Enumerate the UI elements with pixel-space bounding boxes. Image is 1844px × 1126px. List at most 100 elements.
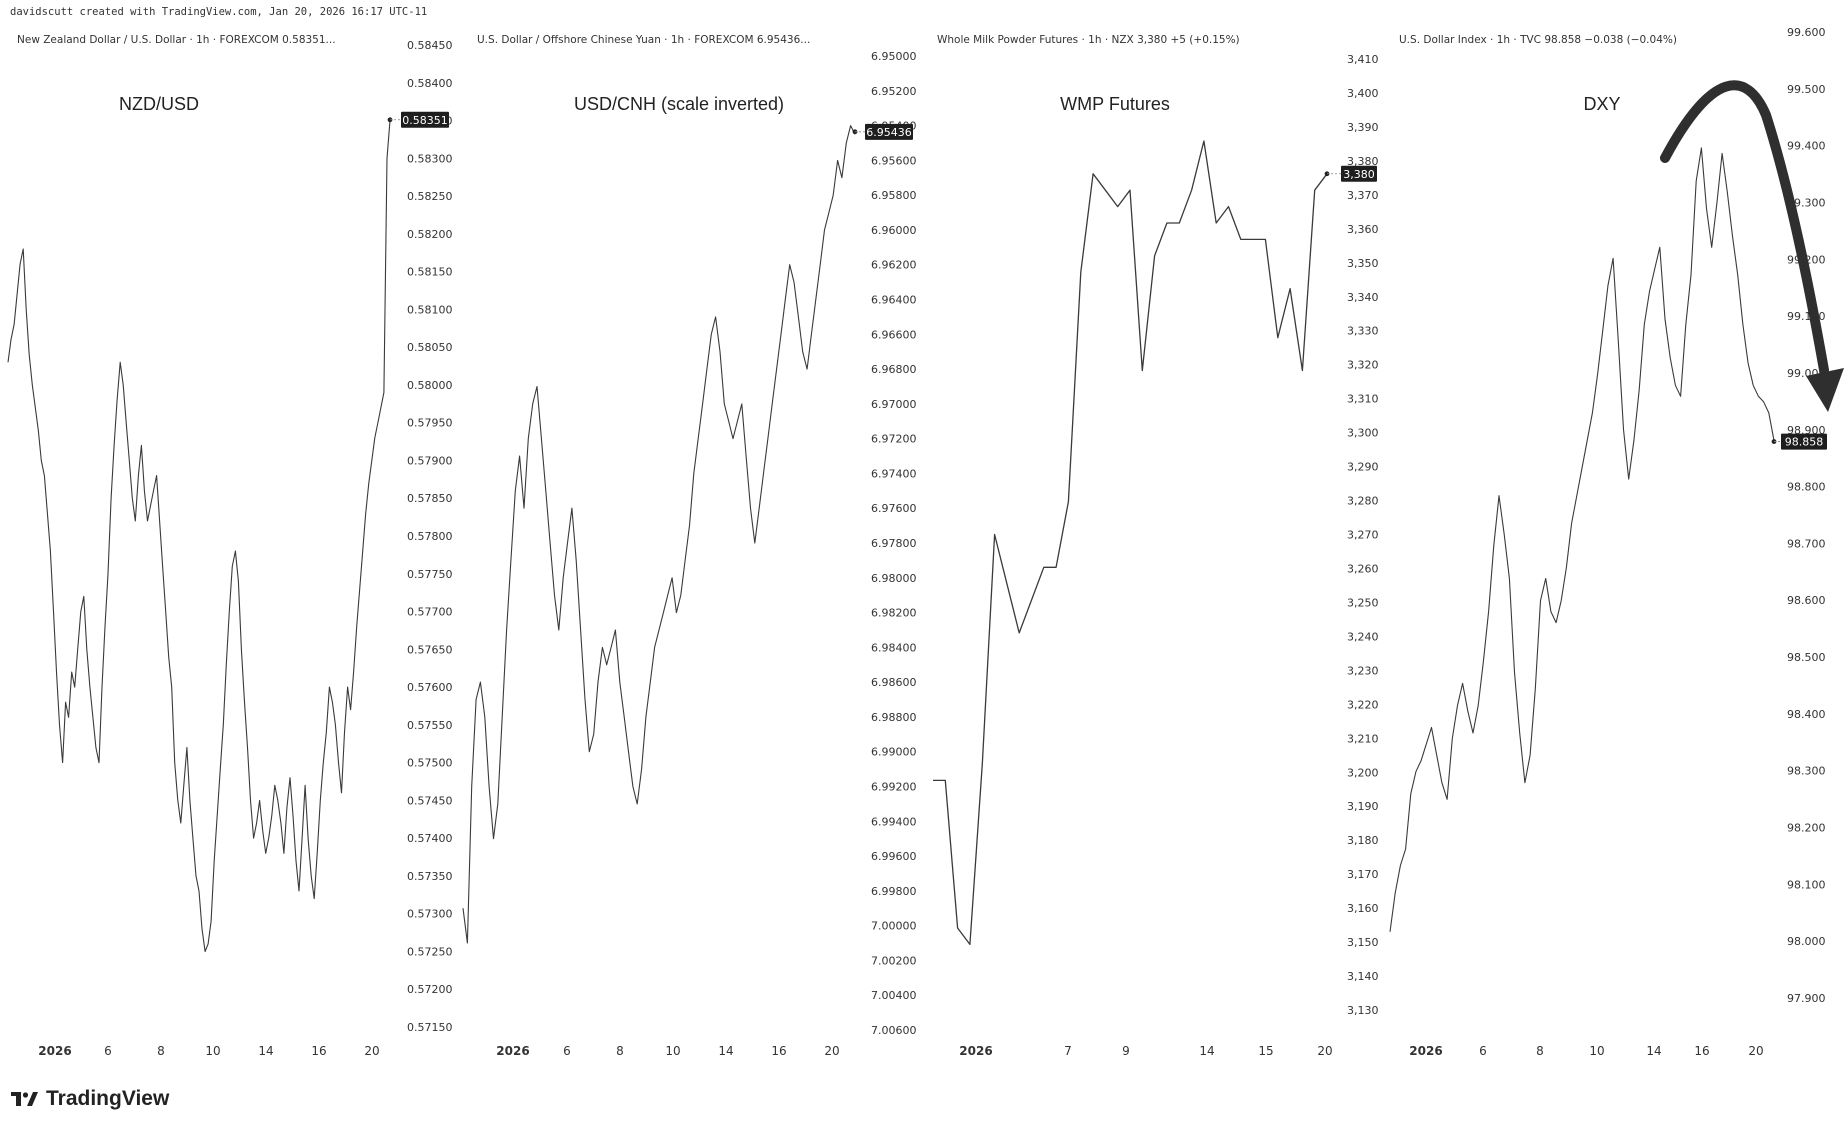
y-tick-label: 6.95000	[871, 50, 917, 63]
x-tick-label: 10	[1589, 1044, 1604, 1058]
y-tick-label: 6.97400	[871, 467, 917, 480]
y-tick-label: 99.500	[1787, 83, 1826, 96]
y-tick-label: 6.97000	[871, 398, 917, 411]
last-price-label: 98.858	[1785, 436, 1824, 449]
legend-wmp: Whole Milk Powder Futures · 1h · NZX 3,3…	[937, 34, 1240, 46]
y-tick-label: 3,210	[1347, 732, 1379, 745]
x-tick-label: 10	[205, 1044, 220, 1058]
y-tick-label: 0.57850	[407, 492, 453, 505]
x-tick-label: 10	[665, 1044, 680, 1058]
y-tick-label: 98.600	[1787, 594, 1826, 607]
x-tick-label: 2026	[1409, 1044, 1442, 1058]
chart-panel-wmp[interactable]: Whole Milk Powder Futures · 1h · NZX 3,3…	[920, 0, 1382, 1080]
x-tick-label: 8	[157, 1044, 165, 1058]
y-tick-label: 3,240	[1347, 630, 1379, 643]
y-tick-label: 0.57600	[407, 681, 453, 694]
y-tick-label: 0.57400	[407, 832, 453, 845]
y-tick-label: 3,230	[1347, 664, 1379, 677]
chart-dxy[interactable]: 99.60099.50099.40099.30099.20099.10099.0…	[1382, 0, 1844, 1080]
x-tick-label: 16	[311, 1044, 326, 1058]
y-tick-label: 3,400	[1347, 87, 1379, 100]
title-wmp: WMP Futures	[1060, 94, 1170, 114]
last-price-label: 0.58351	[402, 114, 448, 127]
y-tick-label: 3,300	[1347, 427, 1379, 440]
y-tick-label: 3,320	[1347, 359, 1379, 372]
y-tick-label: 3,180	[1347, 834, 1379, 847]
x-tick-label: 8	[1536, 1044, 1544, 1058]
y-tick-label: 6.99600	[871, 850, 917, 863]
y-tick-label: 0.57800	[407, 530, 453, 543]
y-tick-label: 0.58100	[407, 303, 453, 316]
x-tick-label: 6	[104, 1044, 112, 1058]
title-nzdusd: NZD/USD	[119, 94, 199, 114]
y-tick-label: 0.58200	[407, 228, 453, 241]
chart-panel-usdcnh[interactable]: U.S. Dollar / Offshore Chinese Yuan · 1h…	[460, 0, 920, 1080]
x-tick-label: 8	[616, 1044, 624, 1058]
chart-wmp[interactable]: 3,410 3,400 3,390 3,380 3,370 3,360 3,350 3,340…	[920, 0, 1382, 1080]
y-tick-label: 0.57700	[407, 606, 453, 619]
y-tick-label: 0.57150	[407, 1021, 453, 1034]
series-line	[933, 140, 1328, 946]
last-price-badge	[865, 123, 913, 140]
y-tick-label: 98.500	[1787, 651, 1826, 664]
legend-usdcnh: U.S. Dollar / Offshore Chinese Yuan · 1h…	[477, 34, 811, 46]
y-tick-label: 7.00000	[871, 920, 917, 933]
y-tick-label: 6.98800	[871, 711, 917, 724]
x-tick-label: 20	[364, 1044, 379, 1058]
y-tick-label: 6.99000	[871, 746, 917, 759]
series-line	[1389, 147, 1775, 932]
x-tick-label: 20	[824, 1044, 839, 1058]
y-tick-label: 0.57350	[407, 870, 453, 883]
curved-down-arrow	[1660, 80, 1829, 375]
legend-nzdusd: New Zealand Dollar / U.S. Dollar · 1h · …	[17, 34, 336, 46]
y-tick-label: 99.600	[1787, 26, 1826, 39]
series-line	[7, 120, 391, 953]
chart-nzdusd[interactable]: 0.584500.584000.583500.583000.582500.582…	[0, 0, 460, 1080]
arrow-head-icon	[1806, 368, 1844, 412]
y-tick-label: 98.900	[1787, 424, 1826, 437]
y-tick-label: 3,350	[1347, 257, 1379, 270]
y-tick-label: 3,390	[1347, 121, 1379, 134]
y-tick-label: 0.57200	[407, 983, 453, 996]
y-tick-label: 0.57650	[407, 643, 453, 656]
x-tick-label: 15	[1258, 1044, 1273, 1058]
y-tick-label: 0.58300	[407, 152, 453, 165]
y-tick-label: 3,310	[1347, 393, 1379, 406]
x-tick-label: 2026	[496, 1044, 529, 1058]
y-tick-label: 3,220	[1347, 698, 1379, 711]
y-tick-label: 3,270	[1347, 529, 1379, 542]
tradingview-brand: TradingView	[46, 1087, 170, 1110]
y-tick-label: 99.400	[1787, 140, 1826, 153]
y-tick-label: 98.700	[1787, 537, 1826, 550]
y-tick-label: 3,140	[1347, 970, 1379, 983]
x-tick-label: 2026	[38, 1044, 71, 1058]
y-tick-label: 6.97600	[871, 502, 917, 515]
y-tick-label: 7.00600	[871, 1024, 917, 1037]
last-price-badge	[1781, 433, 1827, 450]
y-tick-label: 0.58450	[407, 39, 453, 52]
y-tick-label: 3,150	[1347, 936, 1379, 949]
x-tick-label: 9	[1122, 1044, 1130, 1058]
tradingview-footer[interactable]: TradingView	[10, 1084, 169, 1114]
y-tick-label: 0.57250	[407, 945, 453, 958]
y-tick-label: 0.58150	[407, 266, 453, 279]
y-tick-label: 0.57950	[407, 417, 453, 430]
y-tick-label: 7.00400	[871, 989, 917, 1002]
y-tick-label: 6.96400	[871, 294, 917, 307]
y-tick-label: 6.98000	[871, 572, 917, 585]
y-tick-label: 3,360	[1347, 223, 1379, 236]
chart-panel-dxy[interactable]: U.S. Dollar Index · 1h · TVC 98.858 −0.0…	[1382, 0, 1844, 1080]
y-tick-label: 6.96200	[871, 259, 917, 272]
last-price-label: 6.95436	[866, 126, 912, 139]
chart-usdcnh[interactable]: 6.950006.952006.954006.956006.958006.960…	[460, 0, 920, 1080]
y-tick-label: 98.000	[1787, 935, 1826, 948]
x-tick-label: 7	[1064, 1044, 1072, 1058]
y-tick-label: 3,200	[1347, 766, 1379, 779]
y-tick-label: 98.400	[1787, 708, 1826, 721]
y-tick-label: 0.57900	[407, 454, 453, 467]
y-tick-label: 6.96800	[871, 363, 917, 376]
x-tick-label: 6	[1479, 1044, 1487, 1058]
y-tick-label: 6.98600	[871, 676, 917, 689]
y-tick-label: 3,130	[1347, 1004, 1379, 1017]
chart-panel-nzdusd[interactable]: New Zealand Dollar / U.S. Dollar · 1h · …	[0, 0, 460, 1080]
